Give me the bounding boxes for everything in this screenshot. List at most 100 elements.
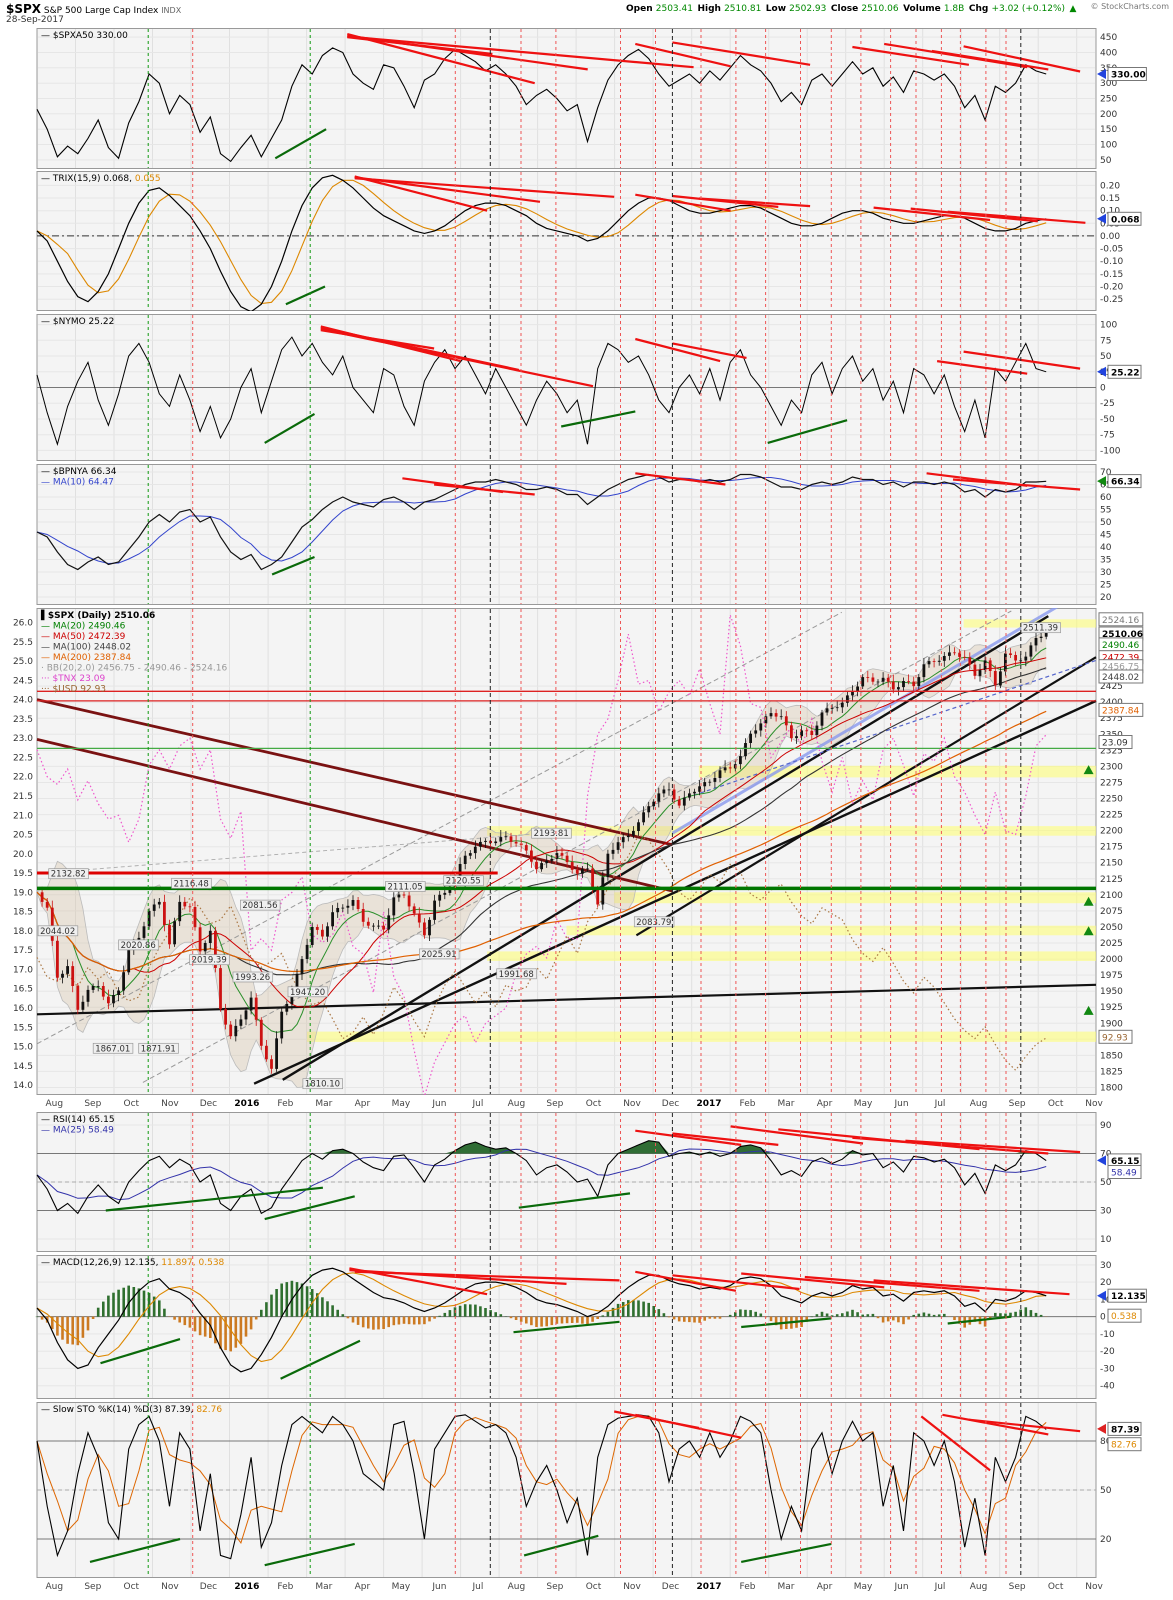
legend-line: — $BPNYA 66.34	[41, 467, 117, 477]
svg-text:50: 50	[1100, 1178, 1112, 1188]
panel-macd: 30 20 10 0 -10 -20 -30 -40— MACD(12,26,9) 12.13…	[0, 1255, 1173, 1399]
green-up-arrow	[1083, 926, 1094, 936]
svg-text:-25: -25	[1100, 399, 1115, 409]
svg-text:2448.02: 2448.02	[1102, 673, 1139, 683]
quote-label: Low	[765, 4, 790, 14]
xstrip1-labels: Aug Sep Oct Nov Dec 2016 Feb Mar Apr May Jun Jul Aug…	[46, 1099, 1104, 1109]
svg-text:21.0: 21.0	[13, 811, 33, 821]
panel-spxa50: 45040035030025020015010050— $SPXA50 330.…	[0, 28, 1173, 169]
svg-text:Apr: Apr	[355, 1099, 371, 1109]
svg-text:Apr: Apr	[817, 1099, 833, 1109]
svg-text:0.00: 0.00	[1100, 232, 1120, 242]
svg-text:-50: -50	[1100, 415, 1115, 425]
svg-text:2511.39: 2511.39	[1023, 624, 1058, 634]
svg-text:2016: 2016	[234, 1099, 259, 1109]
svg-text:-0.05: -0.05	[1100, 245, 1123, 255]
svg-text:-0.15: -0.15	[1100, 270, 1123, 280]
svg-text:2000: 2000	[1100, 955, 1123, 965]
sto-plot: 80 50 20 — Slow STO %K(14) %D(3) 87.39, 82.…	[36, 1402, 1142, 1578]
quote-value: 2510.06	[861, 4, 904, 14]
nymo-plot: 1007550250-25-50-75-100— $NYMO 25.2225.2…	[36, 314, 1142, 461]
date-row: 28-Sep-2017	[6, 15, 64, 25]
svg-text:Mar: Mar	[778, 1582, 795, 1592]
quote-label: Volume	[903, 4, 944, 14]
svg-text:92.93: 92.93	[1102, 1033, 1128, 1043]
svg-text:Sep: Sep	[84, 1582, 101, 1592]
svg-text:15.5: 15.5	[13, 1023, 33, 1033]
svg-text:1900: 1900	[1100, 1019, 1123, 1029]
svg-text:0.10: 0.10	[1100, 207, 1120, 217]
svg-text:2132.82: 2132.82	[51, 870, 86, 880]
svg-text:25: 25	[1100, 581, 1111, 591]
svg-text:80: 80	[1100, 1437, 1112, 1447]
svg-text:22.5: 22.5	[13, 754, 33, 764]
svg-text:1991.68: 1991.68	[499, 970, 534, 980]
svg-text:Jun: Jun	[893, 1582, 908, 1592]
svg-text:Jul: Jul	[934, 1582, 946, 1592]
svg-text:Nov: Nov	[623, 1582, 641, 1592]
svg-text:330.00: 330.00	[1111, 71, 1146, 81]
svg-text:Nov: Nov	[161, 1582, 179, 1592]
exchange: INDX	[161, 6, 182, 15]
svg-text:50: 50	[1100, 156, 1112, 166]
svg-text:23.0: 23.0	[13, 734, 33, 744]
value-marker-arrow	[1097, 1290, 1106, 1301]
svg-text:2250: 2250	[1100, 795, 1123, 805]
svg-text:0.20: 0.20	[1100, 181, 1120, 191]
svg-text:-10: -10	[1100, 1330, 1115, 1340]
svg-text:1993.26: 1993.26	[235, 973, 270, 983]
svg-text:-75: -75	[1100, 431, 1115, 441]
chart-header: $SPX S&P 500 Large Cap Index INDX Open 2…	[0, 0, 1173, 28]
svg-text:20.0: 20.0	[13, 850, 33, 860]
svg-text:55: 55	[1100, 506, 1111, 516]
svg-text:40: 40	[1100, 543, 1112, 553]
svg-text:19.0: 19.0	[13, 888, 33, 898]
svg-text:2120.55: 2120.55	[446, 877, 481, 887]
svg-text:66.34: 66.34	[1111, 478, 1139, 488]
svg-text:2083.79: 2083.79	[636, 918, 671, 928]
svg-text:2193.81: 2193.81	[534, 829, 569, 839]
svg-text:-0.10: -0.10	[1100, 257, 1124, 267]
svg-text:2025.91: 2025.91	[421, 950, 456, 960]
svg-text:0: 0	[1100, 1313, 1106, 1323]
svg-text:0.068: 0.068	[1111, 215, 1139, 225]
svg-text:12.135: 12.135	[1111, 1292, 1146, 1302]
svg-text:10: 10	[1100, 1235, 1112, 1245]
svg-text:2044.02: 2044.02	[40, 927, 75, 937]
legend-line: — MA(20) 2490.46	[41, 622, 126, 632]
svg-text:Jul: Jul	[934, 1099, 946, 1109]
svg-text:25.0: 25.0	[13, 657, 33, 667]
svg-text:Aug: Aug	[46, 1582, 64, 1592]
svg-text:75: 75	[1100, 336, 1111, 346]
svg-text:30: 30	[1100, 568, 1112, 578]
svg-text:-100: -100	[1100, 446, 1121, 456]
bpnya-plot: 7065605550454035302520— $BPNYA 66.34— MA…	[36, 464, 1142, 605]
panel-bpnya: 7065605550454035302520— $BPNYA 66.34— MA…	[0, 464, 1173, 605]
spxa50-plot: 45040035030025020015010050— $SPXA50 330.…	[36, 28, 1147, 169]
svg-text:50: 50	[1100, 518, 1112, 528]
svg-text:Feb: Feb	[277, 1099, 293, 1109]
svg-text:Oct: Oct	[124, 1099, 140, 1109]
xstrip2-labels: Aug Sep Oct Nov Dec 2016 Feb Mar Apr May Jun Jul Aug…	[46, 1582, 1104, 1592]
svg-text:Aug: Aug	[970, 1582, 988, 1592]
svg-text:Nov: Nov	[161, 1099, 179, 1109]
svg-text:Oct: Oct	[1048, 1099, 1064, 1109]
svg-text:-40: -40	[1100, 1382, 1115, 1392]
svg-text:1810.10: 1810.10	[305, 1080, 340, 1090]
quote-value: +3.02 (+0.12%)	[991, 4, 1070, 14]
svg-text:19.5: 19.5	[13, 869, 33, 879]
svg-text:Dec: Dec	[662, 1582, 679, 1592]
svg-text:82.76: 82.76	[1111, 1441, 1137, 1451]
svg-text:2125: 2125	[1100, 875, 1123, 885]
svg-text:Nov: Nov	[1085, 1582, 1103, 1592]
value-marker-arrow	[1097, 213, 1106, 224]
svg-text:20: 20	[1100, 1278, 1112, 1288]
svg-text:1825: 1825	[1100, 1067, 1123, 1077]
svg-text:Feb: Feb	[740, 1582, 756, 1592]
legend-line: — $SPXA50 330.00	[41, 31, 128, 41]
quote-label: High	[697, 4, 725, 14]
value-marker-arrow	[1097, 69, 1106, 79]
legend-line: — MA(200) 2387.84	[41, 653, 131, 663]
svg-text:2387.84: 2387.84	[1102, 706, 1139, 716]
symbol: $SPX	[6, 2, 42, 16]
